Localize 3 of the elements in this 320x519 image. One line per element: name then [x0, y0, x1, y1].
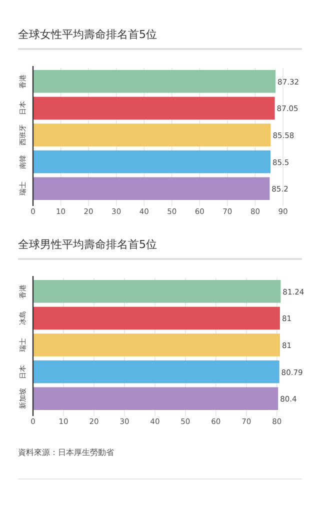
- source-note: 資料來源：日本厚生勞動省: [18, 448, 114, 457]
- chart-title: 全球男性平均壽命排名首5位: [18, 238, 157, 251]
- chart-title: 全球女性平均壽命排名首5位: [18, 28, 157, 41]
